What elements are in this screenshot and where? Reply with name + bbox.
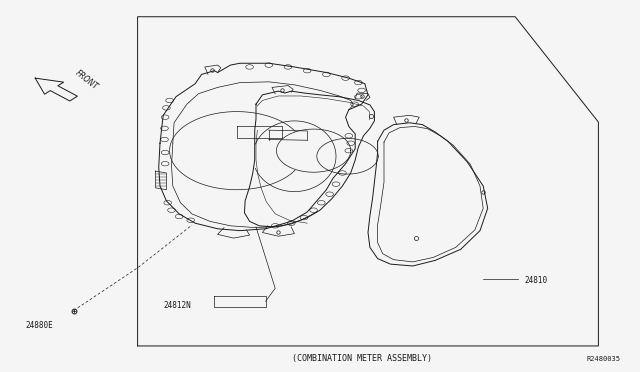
Text: 24810: 24810: [525, 276, 548, 285]
Text: FRONT: FRONT: [74, 68, 100, 91]
Text: R2480035: R2480035: [587, 356, 621, 362]
Text: 24812N: 24812N: [163, 301, 191, 310]
Text: 24880E: 24880E: [26, 321, 53, 330]
Text: (COMBINATION METER ASSEMBLY): (COMBINATION METER ASSEMBLY): [292, 355, 431, 363]
